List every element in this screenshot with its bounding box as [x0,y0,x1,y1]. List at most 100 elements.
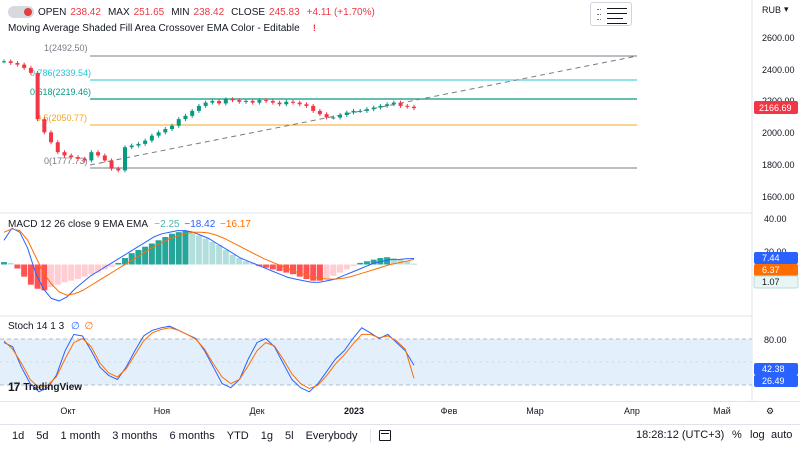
price-candle [230,99,235,101]
last-price-value: 2166.69 [759,103,792,113]
macd-histogram-bar [162,237,169,265]
macd-histogram-bar [343,264,350,270]
timeframe-1-month[interactable]: 1 month [60,429,101,442]
bottom-toolbar: 1d 5d 1 month 3 months 6 months YTD 1g 5… [0,424,800,446]
price-candle [149,135,154,141]
price-candle [22,64,27,68]
ohlc-legend: OPEN 238.42 MAX 251.65 MIN 238.42 CLOSE … [8,6,378,18]
fib-trend-line[interactable] [89,55,638,166]
macd-tag [754,252,798,264]
gear-icon[interactable]: ⚙ [765,406,775,416]
time-axis-label: 2023 [343,406,365,416]
timeframe-1d[interactable]: 1d [12,429,25,442]
stoch-k-tag [754,363,798,375]
price-candle [405,105,410,107]
time-axis-label: Дек [249,406,265,416]
macd-histogram-bar [390,258,397,265]
timeframe-everybody[interactable]: Everybody [305,429,358,442]
macd-histogram-bar [108,264,115,267]
time-axis-label: Окт [60,406,76,416]
price-candle [89,152,94,161]
max-label: MAX [107,6,130,18]
price-candle [42,119,47,133]
macd-histogram-bar [182,230,189,265]
symbol-toggle-icon[interactable] [8,6,34,18]
macd-line-value: −18.42 [184,219,216,230]
price-axis-label: 2400.00 [762,65,795,75]
fib-label-05: 0.5(2050.77) [36,113,87,123]
currency-selector[interactable]: RUB ▾ [762,4,789,15]
macd-histogram-bar [189,232,196,265]
price-candle [163,129,168,133]
timeframe-ytd[interactable]: YTD [226,429,249,442]
macd-histogram-bar [411,263,417,265]
macd-histogram-bar [384,257,391,265]
time-axis-label: Мар [526,406,544,416]
timeframe-1g[interactable]: 1g [260,429,273,442]
price-candle [49,132,54,143]
macd-histogram-bar [41,264,48,291]
price-candle [270,100,275,103]
macd-histogram-bar [121,258,128,265]
macd-histogram-bar [61,264,68,283]
timeframe-3-months[interactable]: 3 months [112,429,158,442]
price-candle [82,158,87,161]
price-candle [156,132,161,136]
signal-tag [754,264,798,276]
macd-hist-value: −2.25 [154,219,180,230]
warning-icon[interactable]: ! [312,23,316,33]
price-candle [324,114,329,118]
macd-histogram-bar [209,241,216,265]
price-candle [338,115,343,118]
tradingview-logo[interactable]: 17 TradingView [8,380,82,394]
signal-tag-value: 6.37 [762,265,780,275]
percent-toggle[interactable]: % [732,429,742,441]
price-candle [371,107,376,110]
hist-tag-value: 1.07 [762,277,780,287]
price-candle [317,110,322,115]
time-axis[interactable]: Окт Ноя Дек 2023 Фев Мар Апр Май ⚙ [0,401,800,419]
macd-histogram-bar [249,262,256,265]
timeframe-6-months[interactable]: 6 months [169,429,215,442]
price-candle [96,152,101,156]
macd-axis-label: 40.00 [764,214,787,224]
price-axis-label: 1800.00 [762,160,795,170]
macd-histogram-bar [88,264,95,275]
price-candle [291,101,296,103]
price-candle [223,99,228,104]
macd-histogram-bar [1,262,7,265]
macd-histogram-bar [148,243,155,265]
stoch-d-tag-value: 26.49 [762,376,785,386]
calendar-icon[interactable] [378,430,391,441]
auto-toggle[interactable]: auto [771,429,793,441]
timeframe-5l[interactable]: 5l [285,429,294,442]
fib-label-0786: 0.786(2339.54) [30,68,91,78]
log-toggle[interactable]: log [750,429,765,441]
object-tree-button[interactable] [590,2,632,26]
timeframe-5d[interactable]: 5d [36,429,49,442]
macd-histogram-bar [263,264,270,268]
macd-histogram-bar [81,264,88,277]
macd-histogram-bar [330,264,337,276]
min-value: 238.42 [193,6,225,18]
macd-legend[interactable]: MACD 12 26 close 9 EMA EMA −2.25 −18.42 … [8,219,251,230]
indicator-title[interactable]: Moving Average Shaded Fill Area Crossove… [8,22,320,34]
price-candle [237,100,242,102]
close-value: 245.83 [269,6,300,18]
price-candle [122,147,127,171]
price-candle [412,106,416,109]
price-candle [351,110,356,113]
close-label: CLOSE [231,6,266,18]
stoch-legend[interactable]: Stoch 14 1 3 ∅ ∅ [8,321,93,332]
fib-label-0618: 0.618(2219.46) [30,87,91,97]
min-label: MIN [171,6,190,18]
clock-display[interactable]: 18:28:12 (UTC+3) [636,429,725,441]
macd-title: MACD 12 26 close 9 EMA EMA [8,219,148,230]
price-candle [398,102,403,106]
tradingview-logo-icon: 17 [8,380,20,394]
macd-histogram-bar [276,264,283,271]
max-value: 251.65 [133,6,165,18]
macd-histogram-bar [357,262,364,265]
fib-label-0: 0(1777.73) [44,156,88,166]
